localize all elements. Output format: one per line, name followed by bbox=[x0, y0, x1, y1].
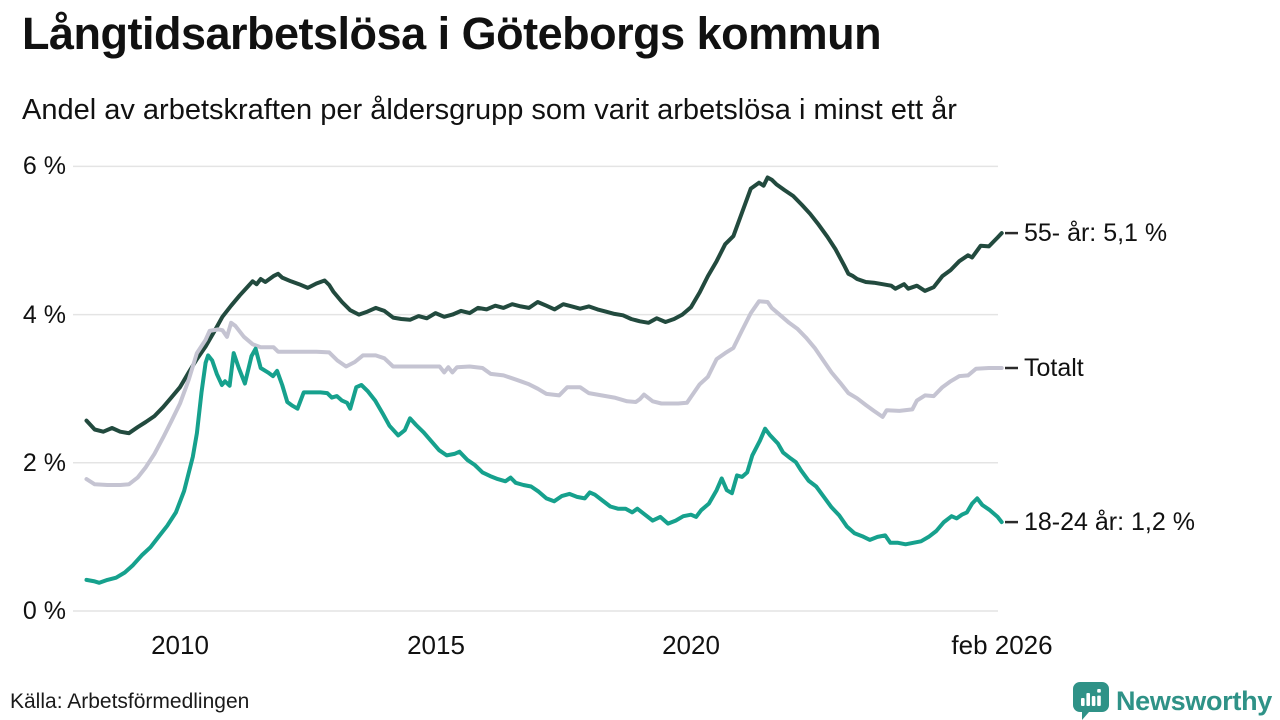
y-tick-label: 6 % bbox=[22, 152, 66, 180]
newsworthy-wordmark: Newsworthy bbox=[1115, 685, 1272, 716]
series-end-label-totalt: Totalt bbox=[1024, 354, 1084, 382]
newsworthy-bubble-chart-icon bbox=[1072, 682, 1109, 720]
series-line-Totalt bbox=[84, 299, 1004, 487]
series-line-55--år bbox=[84, 175, 1004, 436]
x-tick-label: 2010 bbox=[151, 630, 209, 660]
chart-subtitle: Andel av arbetskraften per åldersgrupp s… bbox=[22, 94, 957, 126]
series-line-18-24-år bbox=[84, 346, 1004, 585]
y-tick-label: 0 % bbox=[22, 597, 66, 625]
x-tick-label: feb 2026 bbox=[951, 630, 1053, 660]
x-tick-label: 2020 bbox=[662, 630, 720, 660]
y-tick-label: 4 % bbox=[22, 301, 66, 329]
series-end-label-55: 55- år: 5,1 % bbox=[1024, 219, 1168, 247]
y-tick-label: 2 % bbox=[22, 449, 66, 477]
chart-title: Långtidsarbetslösa i Göteborgs kommun bbox=[22, 8, 882, 59]
x-tick-label: 2015 bbox=[407, 630, 465, 660]
newsworthy-logo: Newsworthy bbox=[1072, 682, 1272, 720]
series-end-label-18-24: 18-24 år: 1,2 % bbox=[1024, 508, 1195, 536]
source-label: Källa: Arbetsförmedlingen bbox=[10, 690, 250, 713]
